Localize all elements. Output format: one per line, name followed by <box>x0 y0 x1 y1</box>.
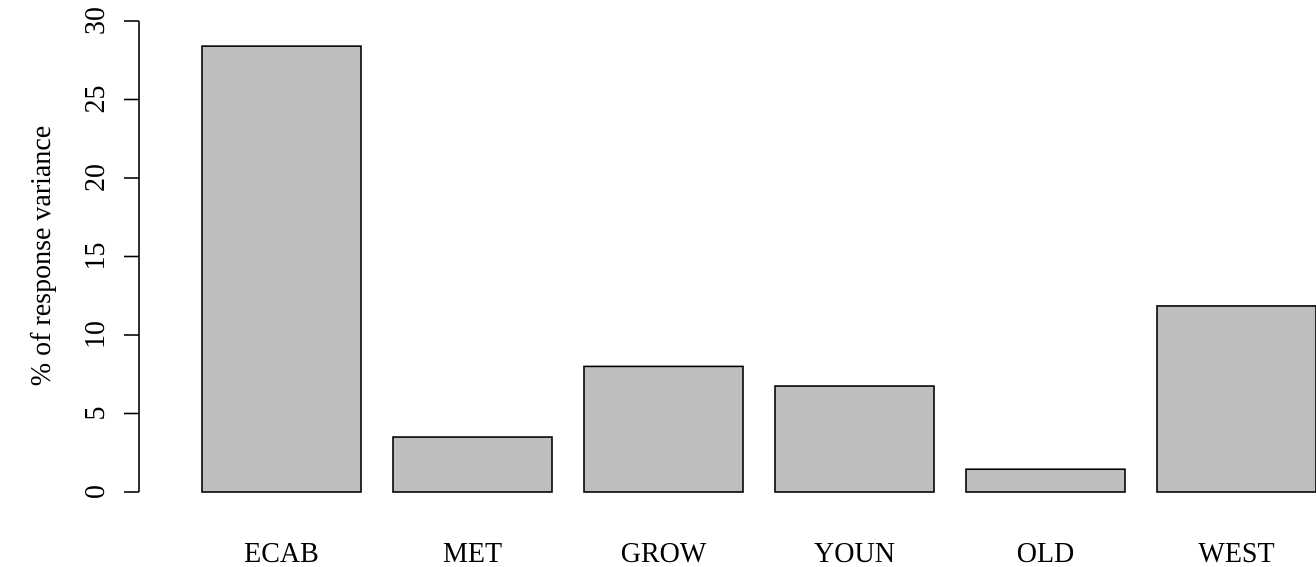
bar-ecab <box>201 45 362 493</box>
x-tick-label-ecab: ECAB <box>244 538 319 567</box>
y-tick-label: 5 <box>80 407 111 421</box>
y-tick-label: 10 <box>80 321 111 349</box>
bars <box>201 45 1316 493</box>
x-tick-label-west: WEST <box>1198 538 1274 567</box>
y-tick-label: 20 <box>80 164 111 192</box>
y-tick-label: 15 <box>80 243 111 271</box>
x-tick-label-old: OLD <box>1017 538 1075 567</box>
x-tick-label-youn: YOUN <box>814 538 895 567</box>
y-axis: 0 5 10 15 20 25 30 <box>80 7 140 499</box>
bar-old <box>965 468 1126 493</box>
bar-grow <box>583 365 744 493</box>
y-axis-label: % of response variance <box>26 126 57 386</box>
x-tick-label-met: MET <box>443 538 502 567</box>
y-tick-label: 25 <box>80 86 111 114</box>
y-tick-label: 30 <box>80 7 111 35</box>
bar-met <box>392 436 553 493</box>
y-tick-label: 0 <box>80 485 111 499</box>
x-axis-labels: ECAB MET GROW YOUN OLD WEST <box>244 538 1274 567</box>
bar-youn <box>774 385 935 493</box>
bar-west <box>1156 305 1316 493</box>
x-tick-label-grow: GROW <box>621 538 707 567</box>
